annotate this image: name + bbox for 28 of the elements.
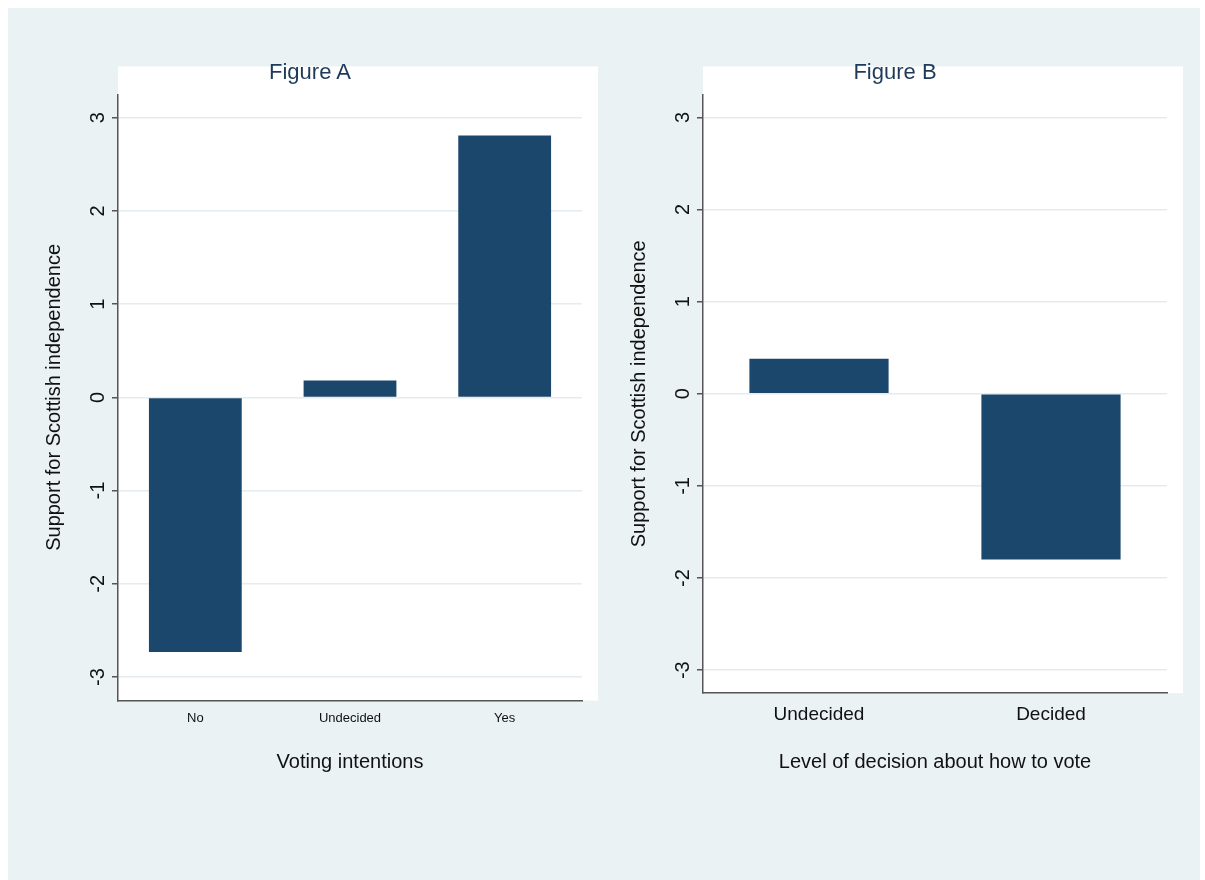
chart-title: Figure A [269,59,352,85]
x-tick-label: Yes [494,709,516,725]
x-axis-title: Level of decision about how to vote [778,749,1092,772]
y-tick-label: 3 [85,112,108,124]
y-tick-label: 0 [85,391,108,403]
x-tick-label: Undecided [773,702,865,724]
bar [458,135,552,397]
y-tick-label: 1 [85,298,108,310]
y-tick-label: -2 [85,574,108,593]
x-tick-label: Undecided [318,709,382,725]
y-tick-label: 2 [670,203,693,216]
bar [148,398,242,652]
y-tick-label: 3 [670,111,693,123]
y-tick-label: -2 [670,569,693,587]
y-axis-title: Support for Scottish independence [626,240,649,548]
bar [303,380,397,397]
y-axis-title: Support for Scottish independence [41,243,64,551]
chart-title: Figure B [853,59,937,85]
y-tick-label: -1 [670,477,693,495]
y-tick-label: 0 [670,388,693,400]
y-tick-label: -3 [670,661,693,680]
y-tick-label: -3 [85,668,108,686]
x-tick-label: Decided [1016,702,1086,724]
y-tick-label: 2 [85,205,108,217]
y-tick-label: -1 [85,481,108,500]
x-tick-label: No [187,709,204,725]
x-axis-title: Voting intentions [276,749,424,772]
y-tick-label: 1 [670,296,693,308]
